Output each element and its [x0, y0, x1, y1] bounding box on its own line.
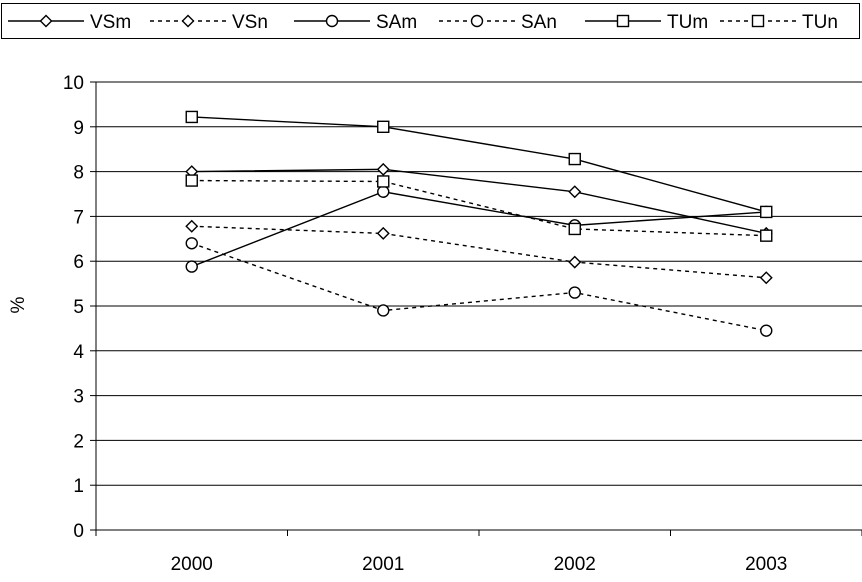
series-group: [185, 110, 773, 337]
series-line: [191, 168, 767, 235]
y-tick-label: 3: [73, 387, 84, 408]
series-line: [191, 191, 767, 268]
legend-label: VSn: [232, 12, 268, 33]
circle-marker: [470, 14, 484, 28]
circle-marker: [377, 304, 390, 317]
legend: VSm VSn SAm SAn TUm TUn: [1, 3, 860, 39]
square-marker: [760, 229, 773, 242]
square-marker: [185, 110, 198, 124]
diamond-marker: [568, 255, 582, 269]
diamond-marker: [568, 185, 582, 199]
series-line: [191, 179, 767, 237]
series-TUm: [185, 110, 773, 219]
x-tick-label: 2003: [745, 554, 787, 575]
y-tick-label: 1: [73, 476, 84, 497]
x-tick-label: 2001: [362, 554, 404, 575]
circle-marker: [185, 237, 198, 250]
square-marker: [568, 152, 581, 166]
legend-label: VSm: [90, 12, 131, 33]
legend-label: SAn: [521, 12, 557, 33]
legend-item-VSm: VSm: [8, 12, 131, 33]
series-SAn: [185, 237, 773, 337]
y-tick-label: 5: [73, 297, 84, 318]
legend-item-SAn: SAn: [439, 12, 557, 33]
y-axis-label-group: %: [8, 296, 29, 313]
diamond-marker: [39, 14, 53, 28]
circle-marker: [760, 324, 773, 337]
diamond-marker: [185, 219, 199, 233]
square-marker: [377, 175, 390, 188]
circle-marker: [185, 260, 198, 273]
legend-label: SAm: [376, 12, 417, 33]
square-marker: [616, 14, 630, 28]
square-marker: [760, 205, 773, 219]
square-marker: [185, 174, 198, 187]
y-tick-label: 0: [73, 521, 84, 542]
y-tick-label: 8: [73, 163, 84, 184]
y-tick-label: 9: [73, 118, 84, 139]
circle-marker: [568, 286, 581, 299]
x-tick-label: 2000: [171, 554, 213, 575]
diamond-marker: [376, 162, 390, 176]
square-marker: [751, 14, 765, 28]
circle-marker: [377, 185, 390, 198]
series-TUn: [185, 174, 773, 242]
diamond-marker: [181, 14, 195, 28]
series-VSm: [185, 162, 773, 240]
legend-box: [1, 3, 860, 39]
square-marker: [377, 120, 390, 134]
y-tick-label: 4: [73, 342, 84, 363]
legend-item-SAm: SAm: [294, 12, 417, 33]
y-tick-label: 10: [63, 73, 84, 94]
diamond-marker: [376, 226, 390, 240]
series-VSn: [185, 219, 773, 285]
square-marker: [568, 222, 581, 236]
series-line: [191, 116, 767, 213]
legend-item-TUm: TUm: [585, 12, 708, 33]
axes: 0 1 2 3 4 5 6 7 8 9 10 2000 2001 2002 2003: [63, 73, 862, 575]
y-axis-label: %: [8, 296, 29, 313]
legend-label: TUm: [667, 12, 708, 33]
y-tick-label: 7: [73, 207, 84, 228]
circle-marker: [325, 14, 339, 28]
legend-label: TUn: [802, 12, 838, 33]
legend-item-TUn: TUn: [720, 12, 838, 33]
y-tick-label: 2: [73, 431, 84, 452]
series-line: [191, 225, 767, 279]
y-tick-label: 6: [73, 252, 84, 273]
x-tick-label: 2002: [554, 554, 596, 575]
diamond-marker: [759, 271, 773, 285]
series-line: [191, 242, 767, 332]
legend-item-VSn: VSn: [150, 12, 268, 33]
